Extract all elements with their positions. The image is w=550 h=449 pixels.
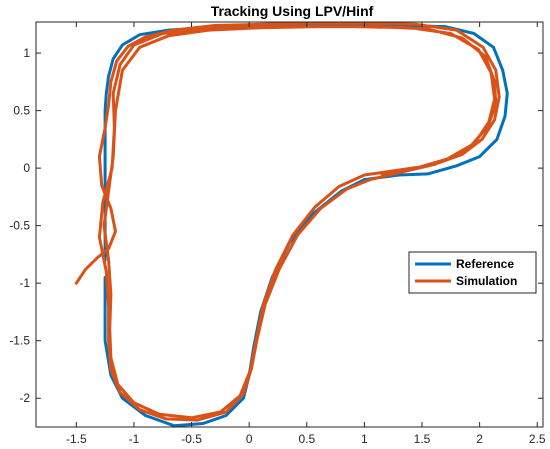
axes-box	[35, 21, 544, 428]
y-tick-label: -1.5	[9, 334, 30, 348]
y-tick-label: 0	[23, 161, 30, 175]
y-tick-label: -2	[19, 391, 30, 405]
series-line-simulation	[74, 22, 501, 422]
x-tick-label: 1.5	[414, 432, 431, 446]
y-tick-label: -0.5	[9, 219, 30, 233]
series-line-reference	[103, 24, 509, 427]
x-tick-label: -1.5	[66, 432, 87, 446]
chart-title: Tracking Using LPV/Hinf	[211, 3, 374, 19]
legend-label-simulation: Simulation	[456, 274, 517, 288]
x-tick-label: -0.5	[181, 432, 202, 446]
x-tick-label: 0.5	[298, 432, 315, 446]
legend: Reference Simulation	[408, 251, 537, 294]
series-lines	[74, 22, 509, 427]
legend-box	[408, 251, 537, 294]
x-tick-label: -1	[129, 432, 140, 446]
x-tick-label: 2	[476, 432, 483, 446]
y-tick-label: 0.5	[13, 104, 30, 118]
x-tick-label: 1	[361, 432, 368, 446]
plot-area	[35, 21, 544, 428]
y-tick-label: 1	[23, 46, 30, 60]
x-tick-label: 2.5	[529, 432, 546, 446]
axis-ticks: -1.5 -1 -0.5 0 0.5 1 1.5 2 2.5 1 0.5 0 -0.5 -1 -1.5 -2	[9, 22, 546, 446]
legend-label-reference: Reference	[456, 257, 514, 271]
x-tick-label: 0	[246, 432, 253, 446]
y-tick-label: -1	[19, 276, 30, 290]
